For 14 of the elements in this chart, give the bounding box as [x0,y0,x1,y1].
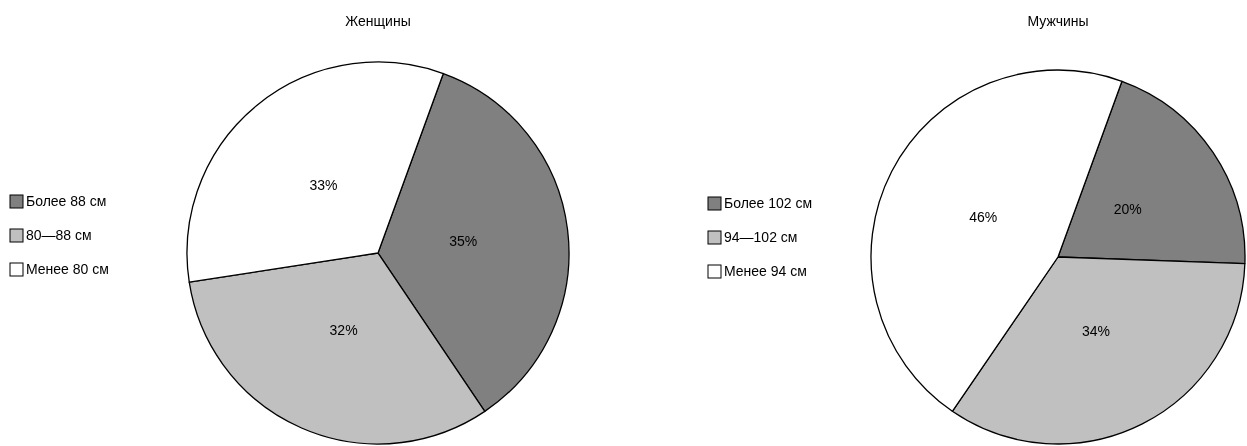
data-label: 35% [449,233,478,250]
legend-label: Более 102 см [724,194,813,211]
legend-label: Более 88 см [26,192,107,209]
data-label: 33% [309,177,338,194]
data-label: 32% [329,322,358,339]
chart-title: Мужчины [1027,13,1089,29]
chart-title: Женщины [345,13,411,29]
legend-label: 80—88 см [26,226,92,243]
legend-label: Менее 80 см [26,260,109,277]
legend-label: Менее 94 см [724,262,807,279]
legend-label: 94—102 см [724,228,798,245]
data-label: 20% [1113,200,1142,217]
data-label: 34% [1081,322,1110,339]
data-label: 46% [969,209,998,226]
